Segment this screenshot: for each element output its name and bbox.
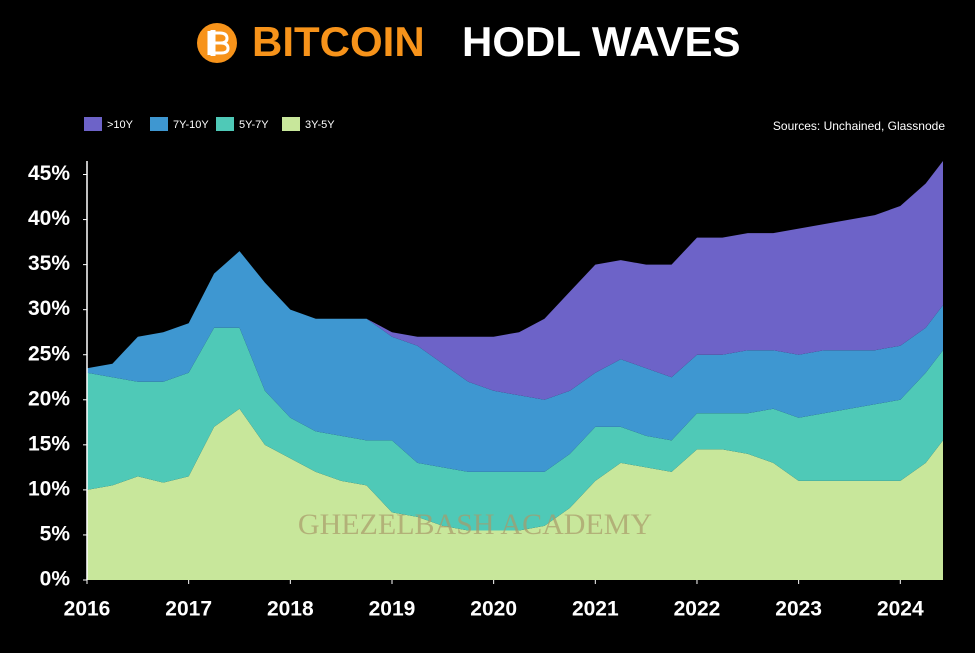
- x-tick-label: 2017: [165, 598, 212, 621]
- bitcoin-icon: [197, 23, 237, 63]
- x-tick-label: 2018: [267, 598, 314, 621]
- x-tick-label: 2021: [572, 598, 619, 621]
- source: Sources: Unchained, Glassnode: [773, 119, 945, 133]
- legend-label: 7Y-10Y: [173, 119, 209, 131]
- y-tick-label: 5%: [40, 522, 71, 545]
- legend-swatch: [282, 117, 300, 131]
- x-tick-label: 2019: [369, 598, 416, 621]
- x-tick-label: 2023: [775, 598, 822, 621]
- title-accent: BITCOIN: [252, 18, 425, 65]
- y-tick-label: 15%: [28, 432, 70, 455]
- x-tick-label: 2024: [877, 598, 924, 621]
- y-tick-label: 25%: [28, 342, 70, 365]
- y-tick-label: 35%: [28, 252, 70, 275]
- area: [87, 408, 943, 580]
- x-tick-label: 2022: [674, 598, 721, 621]
- y-tick-label: 10%: [28, 477, 70, 500]
- legend-label: 5Y-7Y: [239, 119, 269, 131]
- watermark: GHEZELBASH ACADEMY: [298, 508, 652, 541]
- x-tick-label: 2020: [470, 598, 517, 621]
- y-tick-label: 40%: [28, 207, 70, 230]
- area: [87, 161, 943, 400]
- y-tick-label: 20%: [28, 387, 70, 410]
- legend-swatch: [216, 117, 234, 131]
- legend-swatch: [84, 117, 102, 131]
- legend-label: >10Y: [107, 119, 134, 131]
- area: [87, 251, 943, 472]
- legend-swatch: [150, 117, 168, 131]
- chart-title: HODL WAVES: [462, 18, 740, 65]
- y-tick-label: 45%: [28, 162, 70, 185]
- legend-label: 3Y-5Y: [305, 119, 335, 131]
- y-tick-label: 0%: [40, 568, 71, 591]
- y-tick-label: 30%: [28, 297, 70, 320]
- x-tick-label: 2016: [64, 598, 111, 621]
- plot: [87, 161, 943, 580]
- area: [87, 327, 943, 531]
